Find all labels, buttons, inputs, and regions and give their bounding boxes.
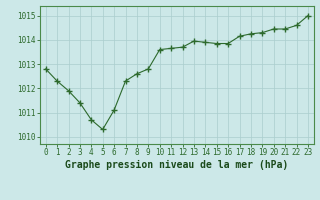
X-axis label: Graphe pression niveau de la mer (hPa): Graphe pression niveau de la mer (hPa) bbox=[65, 160, 288, 170]
